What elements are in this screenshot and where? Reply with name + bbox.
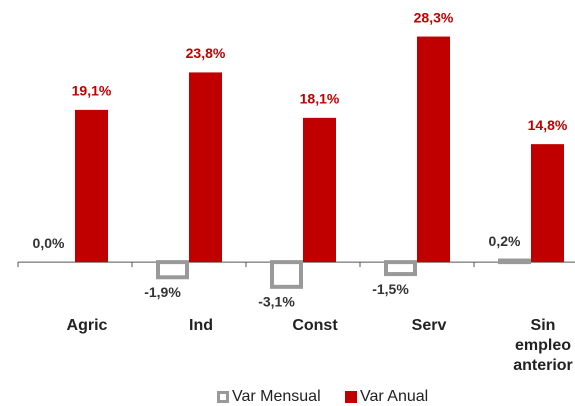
value-label: 19,1% xyxy=(72,83,112,99)
bar xyxy=(384,260,417,277)
value-label: 0,2% xyxy=(489,233,521,249)
bar xyxy=(75,109,108,263)
value-label: 18,1% xyxy=(300,91,340,107)
x-tick-label: Sin empleo anterior xyxy=(513,317,573,374)
value-label: 14,8% xyxy=(528,117,568,133)
x-tick-label: Agric xyxy=(66,317,108,334)
bar xyxy=(189,72,222,263)
value-label: -3,1% xyxy=(258,294,295,310)
bar xyxy=(270,260,303,289)
bar xyxy=(531,144,564,263)
legend-swatch xyxy=(345,391,357,403)
x-tick-label: Ind xyxy=(189,317,213,334)
bar xyxy=(417,36,450,263)
bar xyxy=(303,117,336,263)
bar xyxy=(498,258,531,265)
value-label: -1,9% xyxy=(144,284,181,300)
value-label: -1,5% xyxy=(372,281,409,297)
value-label: 28,3% xyxy=(414,9,454,25)
legend-label: Var Mensual xyxy=(232,388,321,405)
x-tick-label: Const xyxy=(292,317,338,334)
legend-label: Var Anual xyxy=(360,388,428,405)
value-label: 0,0% xyxy=(33,235,65,251)
legend-swatch xyxy=(217,391,229,403)
x-tick-label: Serv xyxy=(411,317,447,334)
value-label: 23,8% xyxy=(186,45,226,61)
bar xyxy=(156,260,189,280)
